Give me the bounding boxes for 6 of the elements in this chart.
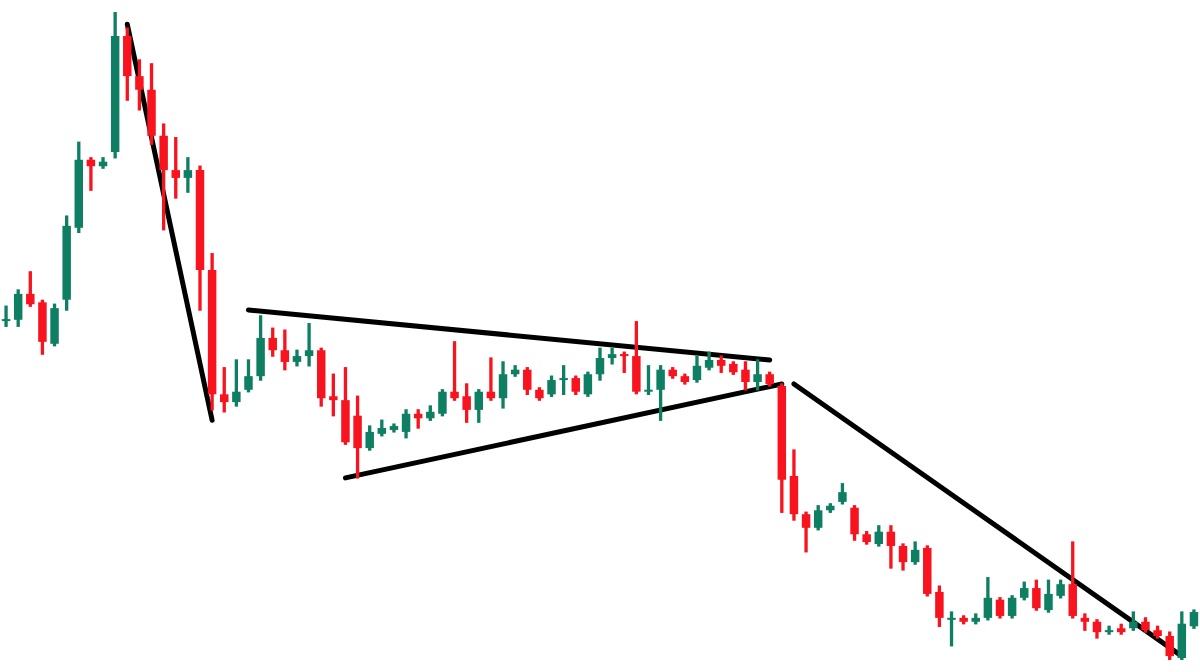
candlestick [183,157,193,193]
candlestick [1104,625,1114,635]
candlestick [1080,613,1090,631]
candlestick [607,347,617,365]
candlestick [304,323,314,367]
candlestick [1,305,11,327]
